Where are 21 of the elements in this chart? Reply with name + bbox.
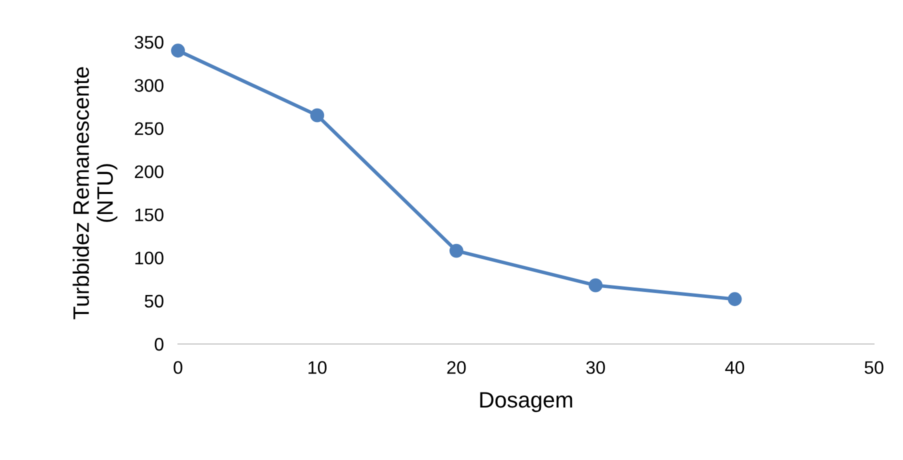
y-axis-title: Turbbidez Remanescente (NTU) bbox=[72, 67, 118, 320]
x-tick-label: 30 bbox=[586, 361, 605, 374]
point bbox=[171, 44, 185, 58]
y-tick-label: 0 bbox=[154, 338, 164, 351]
point bbox=[310, 108, 324, 122]
x-axis-title: Dosagem bbox=[480, 392, 572, 412]
y-tick-label: 300 bbox=[134, 79, 164, 92]
x-tick-label: 10 bbox=[308, 361, 327, 374]
y-tick-label: 150 bbox=[135, 208, 164, 222]
x-tick-label: 0 bbox=[174, 361, 182, 374]
x-tick-label: 40 bbox=[725, 361, 744, 374]
x-tick-label: 50 bbox=[864, 361, 884, 374]
y-tick-label: 350 bbox=[134, 36, 164, 49]
point bbox=[588, 278, 603, 292]
x-tick-label: 20 bbox=[447, 361, 466, 374]
y-tick-label: 250 bbox=[134, 122, 164, 136]
point bbox=[728, 292, 742, 306]
y-tick-label: 100 bbox=[135, 252, 164, 264]
y-tick-label: 50 bbox=[144, 294, 164, 308]
y-tick-label: 200 bbox=[134, 165, 164, 178]
point bbox=[449, 244, 464, 258]
